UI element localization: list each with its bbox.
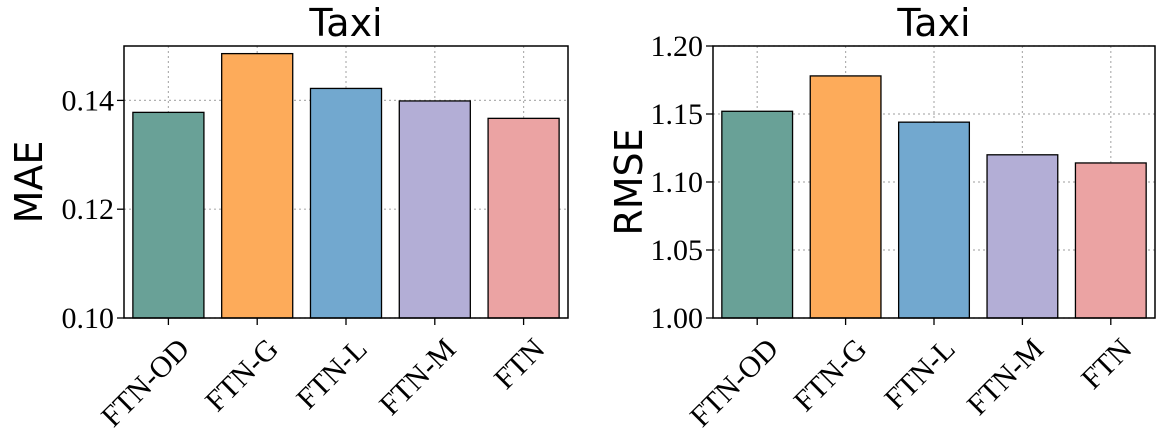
mae-bar-ftn-g [221, 52, 294, 319]
mae-bar-ftn-l [309, 87, 383, 319]
rmse-y-axis-label: RMSE [607, 128, 651, 235]
mae-bar-ftn-m [398, 100, 471, 319]
mae-x-tick-label: FTN-OD [95, 332, 196, 429]
mae-y-tick-label: 0.14 [62, 84, 115, 117]
mae-x-tick-label: FTN-M [373, 332, 462, 421]
rmse-y-tick-label: 1.00 [651, 302, 704, 335]
rmse-x-tick-label: FTN-M [961, 332, 1050, 421]
mae-x-tick-label: FTN-G [199, 332, 285, 418]
rmse-chart-title: Taxi [896, 1, 970, 45]
mae-y-tick-label: 0.10 [62, 302, 115, 335]
rmse-x-tick-label: FTN-L [878, 332, 961, 415]
rmse-bar-ftn [1074, 162, 1147, 319]
rmse-y-tick-label: 1.20 [651, 30, 704, 63]
rmse-y-tick-label: 1.05 [651, 234, 704, 267]
rmse-bar-ftn-l [897, 121, 971, 319]
rmse-x-tick-label: FTN-G [787, 332, 873, 418]
rmse-x-tick-label: FTN [1075, 332, 1138, 395]
mae-bar-ftn [487, 117, 560, 319]
mae-x-tick-label: FTN [488, 332, 551, 395]
rmse-bar-ftn-m [986, 154, 1059, 319]
mae-bar-ftn-od [132, 111, 205, 319]
mae-x-tick-label: FTN-L [290, 332, 373, 415]
rmse-y-tick-label: 1.10 [651, 166, 704, 199]
rmse-y-tick-label: 1.15 [651, 98, 704, 131]
mae-y-tick-label: 0.12 [62, 193, 115, 226]
rmse-bar-ftn-g [809, 75, 882, 319]
rmse-x-tick-label: FTN-OD [684, 332, 785, 429]
rmse-bar-ftn-od [721, 110, 794, 319]
mae-y-axis-label: MAE [7, 141, 51, 224]
mae-chart-title: Taxi [308, 1, 382, 45]
